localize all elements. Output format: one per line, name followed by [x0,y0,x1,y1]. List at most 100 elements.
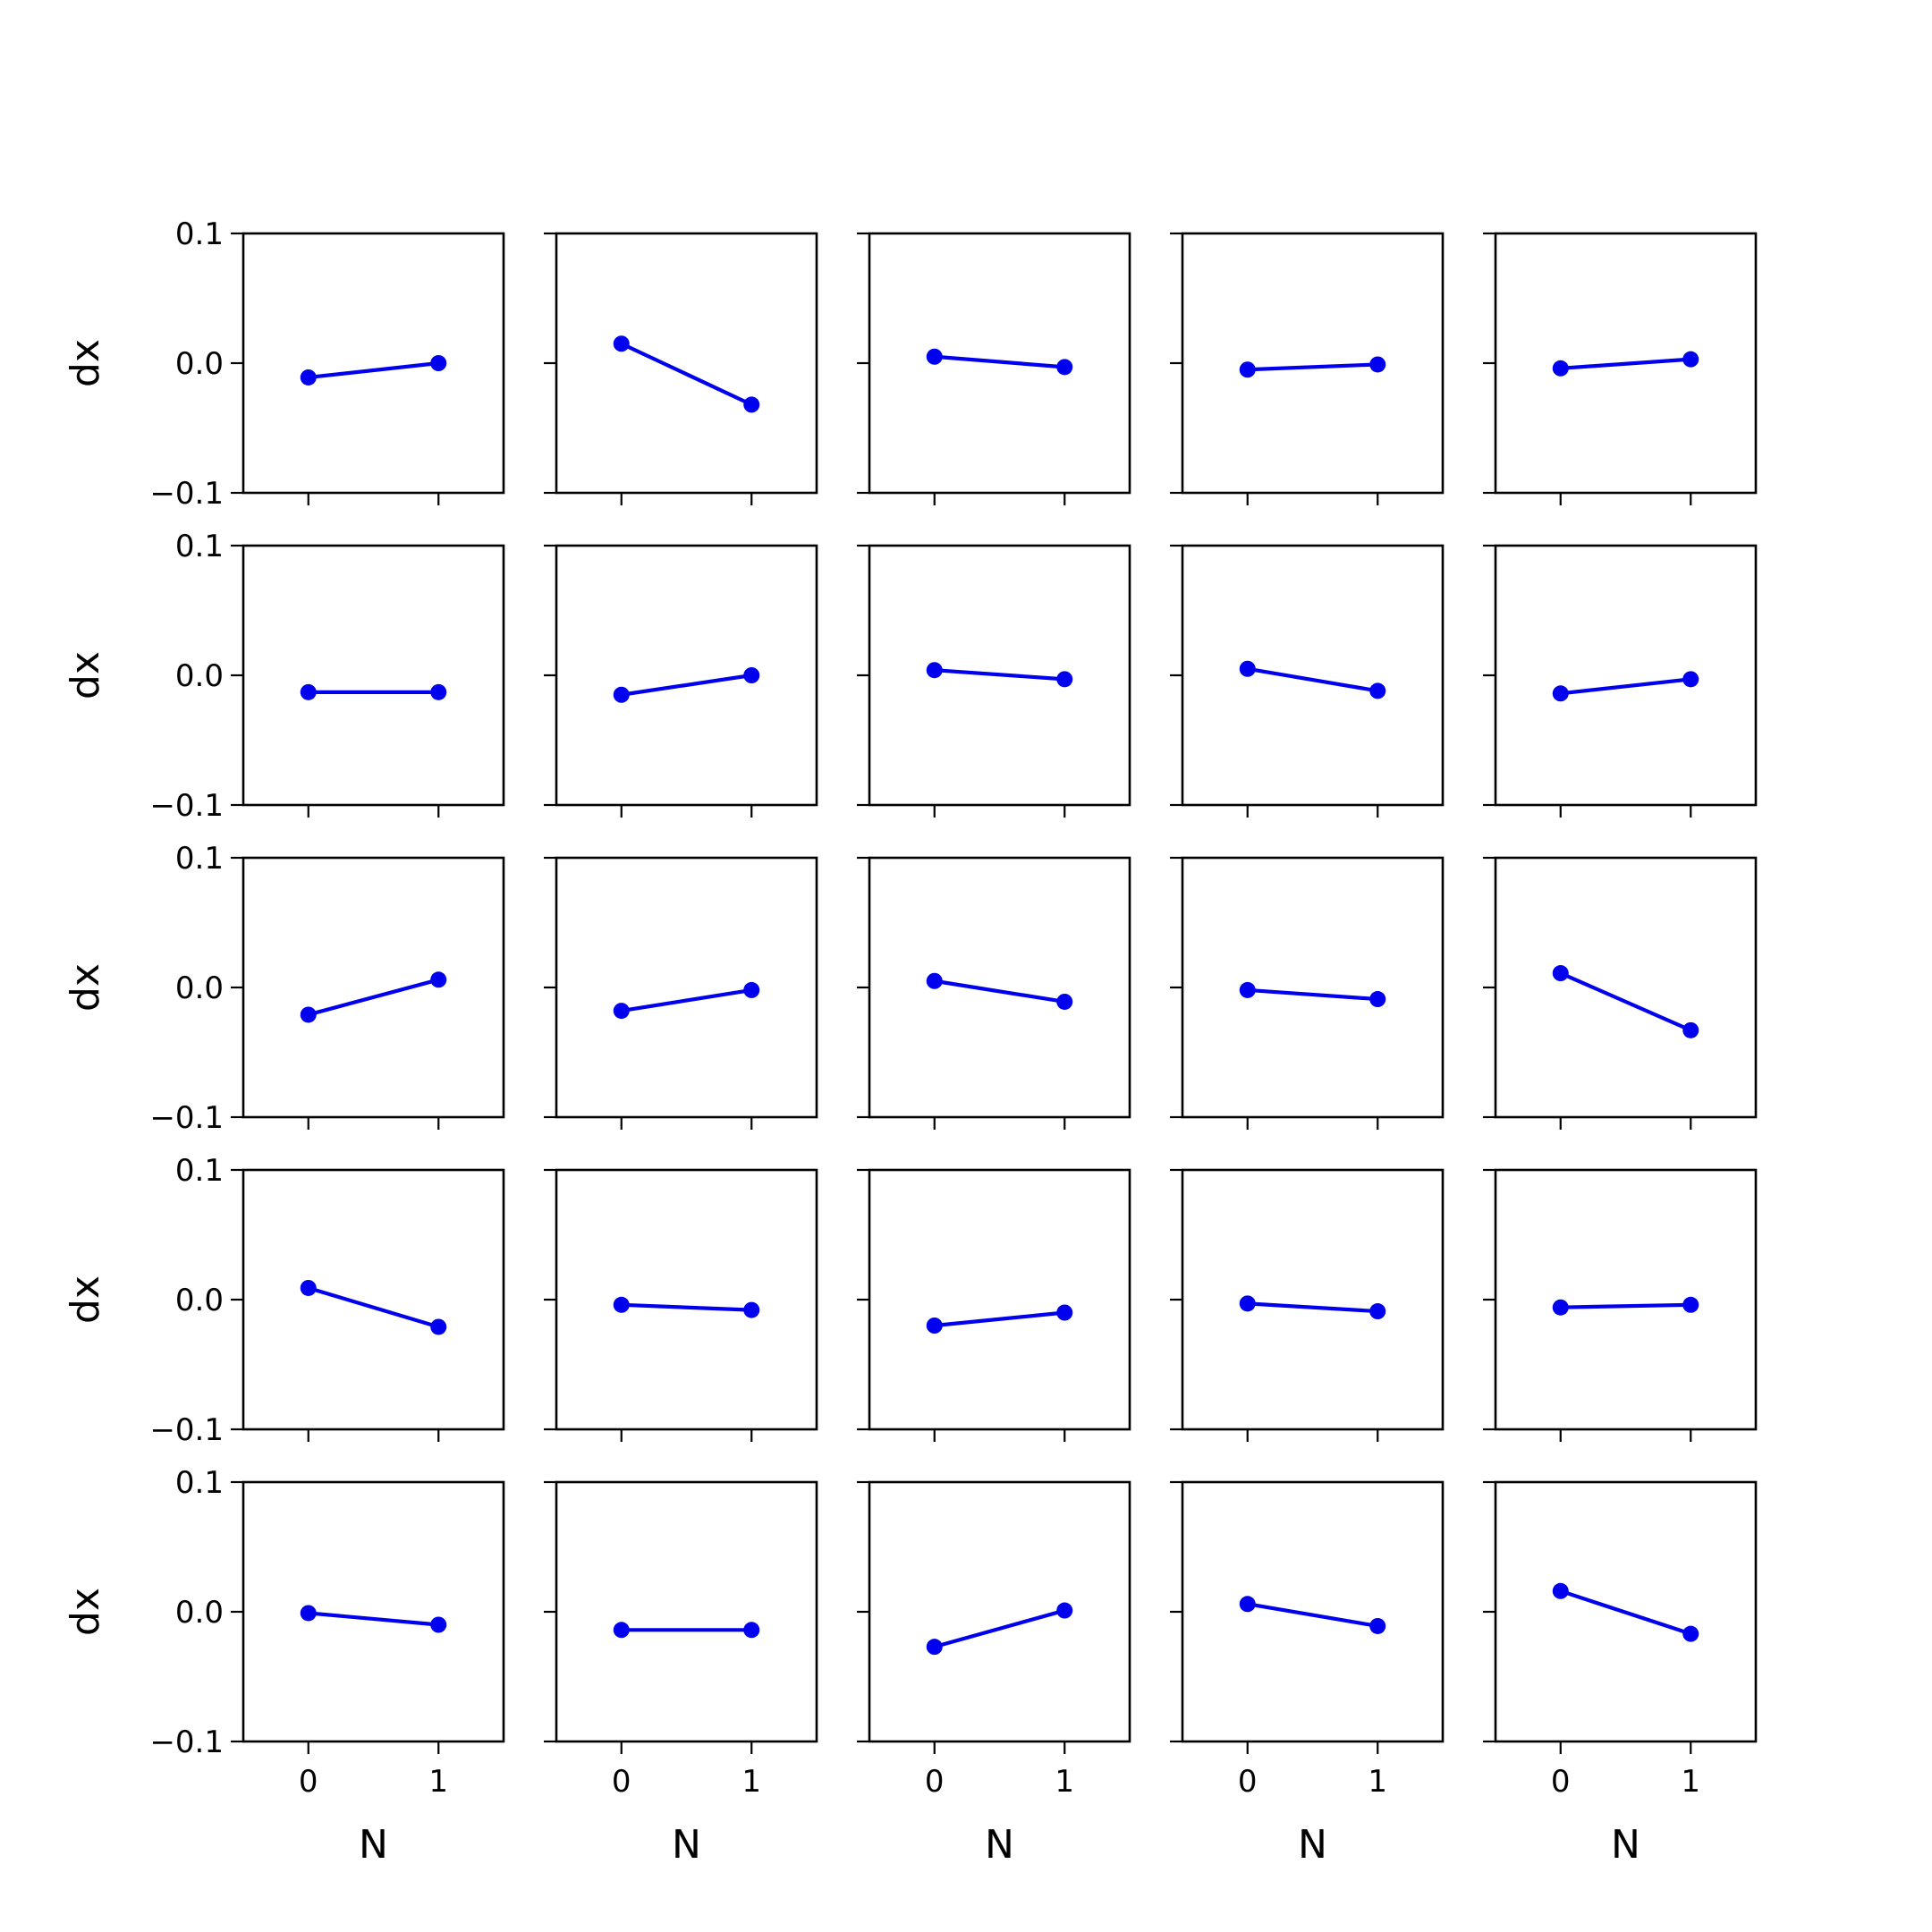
data-point [613,1296,630,1313]
data-point [1369,682,1386,699]
data-point [1239,1295,1256,1312]
panel-r4-c2 [544,1168,818,1442]
y-tick-label: 0.0 [175,658,224,694]
axes-frame [242,1168,505,1431]
series-line [1560,677,1691,696]
panel-r4-c3 [857,1168,1131,1442]
series-line [620,342,753,407]
series-line [308,978,439,1017]
y-tick-label: 0.1 [175,841,224,877]
x-tick-label: 1 [741,1764,761,1800]
panel-r1-c5 [1483,232,1758,505]
x-tick-label: 0 [1238,1764,1258,1800]
data-point [613,1003,630,1020]
series-line [1247,1301,1378,1314]
series-line [1559,971,1692,1032]
axes-frame [242,1480,505,1743]
panel-r2-c5 [1483,544,1758,818]
axes-frame [555,544,818,807]
axes-frame [555,232,818,495]
x-tick-label: 1 [1681,1764,1700,1800]
data-point [926,348,943,365]
axes-frame [1494,544,1758,807]
y-tick-label: −0.1 [149,1412,224,1448]
series-line [934,1608,1065,1649]
panel-r1-c1: 0.1 0.0 −0.1 dx [63,216,505,512]
series-line [934,668,1065,682]
panel-r2-c2 [544,544,818,818]
data-point [1369,1617,1386,1634]
series-line [1560,1302,1691,1309]
x-tick-label: 0 [925,1764,945,1800]
panel-r3-c4 [1170,856,1445,1130]
panel-r5-c2: 0 1 N [544,1480,818,1868]
series-line [621,987,752,1013]
panel-r4-c5 [1483,1168,1758,1442]
axes-frame [868,1480,1131,1743]
data-point [300,683,317,700]
x-tick-label: 1 [428,1764,448,1800]
series-line [1247,1602,1378,1629]
panel-r4-c4 [1170,1168,1445,1442]
data-point [1552,1299,1569,1316]
panel-r2-c3 [857,544,1131,818]
y-tick-label: 0.1 [175,216,224,252]
axes-frame [242,544,505,807]
y-tick-label: 0.1 [175,529,224,564]
series-line [1247,362,1378,372]
panel-r4-c1: 0.1 0.0 −0.1 dx [63,1153,505,1448]
axes-frame [242,856,505,1119]
axes-frame [1494,856,1758,1119]
data-point [430,1318,447,1335]
y-tick-label: −0.1 [149,1724,224,1760]
y-axis-label: dx [63,1275,108,1324]
data-point [1682,1021,1699,1038]
axes-frame [555,856,818,1119]
panel-r1-c3 [857,232,1131,505]
axes-frame [1181,856,1445,1119]
data-point [1552,360,1569,377]
series-line [308,360,439,380]
data-point [743,1622,760,1639]
data-point [1682,1296,1699,1313]
x-axis-label: N [359,1822,388,1868]
panel-r3-c1: 0.1 0.0 −0.1 dx [63,841,505,1136]
y-axis-label: dx [63,651,108,699]
data-point [1369,991,1386,1008]
panel-r5-c5: 0 1 N [1483,1480,1758,1868]
series-line [621,673,752,697]
data-point [1239,981,1256,998]
data-point [613,1622,630,1639]
data-point [430,355,447,371]
data-point [1056,993,1073,1010]
series-line [1560,357,1691,370]
data-point [1239,1596,1256,1613]
data-point [1682,351,1699,368]
panel-r2-c4 [1170,544,1445,818]
data-point [1056,1602,1073,1619]
data-point [613,686,630,703]
panel-r1-c2 [544,232,818,505]
axes-frame [242,232,505,495]
axes-frame [555,1168,818,1431]
axes-frame [1181,1480,1445,1743]
data-point [613,335,630,352]
data-point [743,396,760,413]
data-point [1682,1625,1699,1642]
panel-r5-c4: 0 1 N [1170,1480,1445,1868]
series-line [934,1310,1065,1328]
x-tick-label: 1 [1055,1764,1074,1800]
data-point [300,1006,317,1023]
axes-frame [555,1480,818,1743]
data-point [1552,685,1569,702]
data-point [1682,671,1699,688]
y-tick-label: 0.0 [175,970,224,1006]
y-tick-label: 0.0 [175,1595,224,1631]
series-line [1560,1589,1691,1636]
axes-frame [1181,232,1445,495]
x-tick-label: 0 [299,1764,318,1800]
data-point [430,683,447,700]
panel-r3-c3 [857,856,1131,1130]
panel-r3-c2 [544,856,818,1130]
